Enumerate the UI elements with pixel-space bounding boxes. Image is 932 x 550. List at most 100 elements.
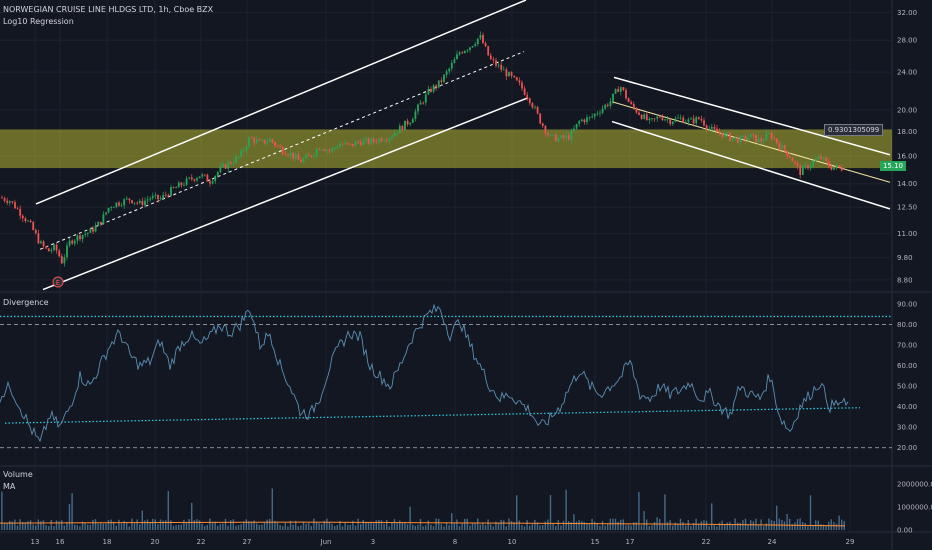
volume-bar xyxy=(830,519,832,530)
candle-body xyxy=(170,187,172,196)
volume-bar xyxy=(162,520,164,530)
volume-bar xyxy=(63,525,65,530)
candle-body xyxy=(32,222,35,230)
candle-body xyxy=(781,145,783,149)
candle-body xyxy=(258,139,261,141)
volume-bar xyxy=(386,519,388,530)
volume-pane-label: Volume xyxy=(3,470,33,479)
volume-bar xyxy=(802,522,804,530)
candle-body xyxy=(721,133,724,137)
volume-bar xyxy=(588,523,591,530)
candle-body xyxy=(414,111,417,119)
candle-body xyxy=(492,59,495,61)
candle-body xyxy=(281,147,284,154)
volume-bar xyxy=(84,522,86,530)
volume-bar xyxy=(373,523,375,530)
volume-bar xyxy=(97,523,99,530)
candle-body xyxy=(562,135,565,138)
volume-bar xyxy=(37,519,39,530)
volume-bar xyxy=(518,520,520,530)
candle-body xyxy=(16,208,19,210)
volume-bar xyxy=(617,521,619,530)
volume-bar xyxy=(58,521,60,530)
candle-body xyxy=(211,181,214,184)
volume-bar xyxy=(586,523,588,530)
candle-body xyxy=(346,142,349,144)
candle-body xyxy=(554,134,557,142)
candle-body xyxy=(6,200,9,203)
volume-bar xyxy=(253,520,255,530)
candle-body xyxy=(840,167,843,171)
volume-bar xyxy=(347,525,349,530)
candle-body xyxy=(752,134,755,136)
volume-bar xyxy=(334,526,336,530)
volume-bar xyxy=(193,520,195,530)
volume-bar xyxy=(648,526,650,530)
price-tick-label: 32.00 xyxy=(897,9,917,17)
volume-bar xyxy=(601,521,604,530)
volume-bar xyxy=(529,525,531,530)
candle-body xyxy=(45,246,48,249)
volume-bar xyxy=(92,519,94,530)
volume-bar xyxy=(505,526,507,530)
candle-body xyxy=(248,137,250,147)
price-tick-label: 9.80 xyxy=(897,254,913,262)
volume-bar xyxy=(700,521,702,530)
volume-bar xyxy=(230,520,232,530)
candle-body xyxy=(120,205,123,207)
candle-body xyxy=(372,138,375,142)
volume-bar xyxy=(591,518,593,530)
volume-bar xyxy=(765,523,767,530)
candle-body xyxy=(326,150,328,151)
candle-body xyxy=(294,154,297,159)
volume-bar xyxy=(352,520,354,530)
candle-body xyxy=(203,174,206,176)
candle-body xyxy=(695,117,698,124)
volume-bar xyxy=(131,518,133,530)
price-tick-label: 8.80 xyxy=(897,276,913,284)
volume-bar xyxy=(682,522,684,530)
volume-bar xyxy=(747,524,749,530)
earnings-marker xyxy=(52,276,64,288)
volume-bar xyxy=(81,521,84,530)
volume-bar xyxy=(76,525,78,530)
candle-body xyxy=(591,116,594,118)
candle-body xyxy=(268,139,271,143)
candle-body xyxy=(700,119,703,121)
candle-body xyxy=(274,142,276,146)
candle-body xyxy=(331,148,334,152)
candle-body xyxy=(788,156,791,158)
candle-body xyxy=(794,161,796,163)
volume-bar xyxy=(113,521,115,530)
volume-bar xyxy=(544,521,546,530)
volume-bar xyxy=(362,520,364,530)
volume-bar xyxy=(9,520,11,530)
volume-bar xyxy=(136,519,138,530)
candle-body xyxy=(250,137,253,139)
volume-bar xyxy=(396,522,398,530)
candle-body xyxy=(313,155,315,157)
volume-bar xyxy=(401,522,403,530)
volume-bar xyxy=(232,519,234,530)
x-tick-label: 29 xyxy=(846,538,855,546)
volume-bar xyxy=(152,518,154,530)
volume-bar xyxy=(133,523,136,530)
candle-body xyxy=(437,80,440,88)
candle-body xyxy=(383,140,386,142)
volume-bar xyxy=(547,519,549,530)
candle-body xyxy=(235,156,237,163)
candle-body xyxy=(107,207,110,213)
candle-body xyxy=(357,141,360,143)
volume-bar xyxy=(596,523,598,530)
candle-body xyxy=(526,94,529,99)
candle-body xyxy=(476,38,479,45)
candle-body xyxy=(404,120,406,130)
candle-body xyxy=(825,157,828,162)
candle-body xyxy=(658,116,661,118)
candle-body xyxy=(796,162,799,167)
volume-bar xyxy=(692,523,695,530)
candle-body xyxy=(154,194,157,196)
volume-bar xyxy=(261,524,263,530)
volume-bar xyxy=(276,522,279,530)
